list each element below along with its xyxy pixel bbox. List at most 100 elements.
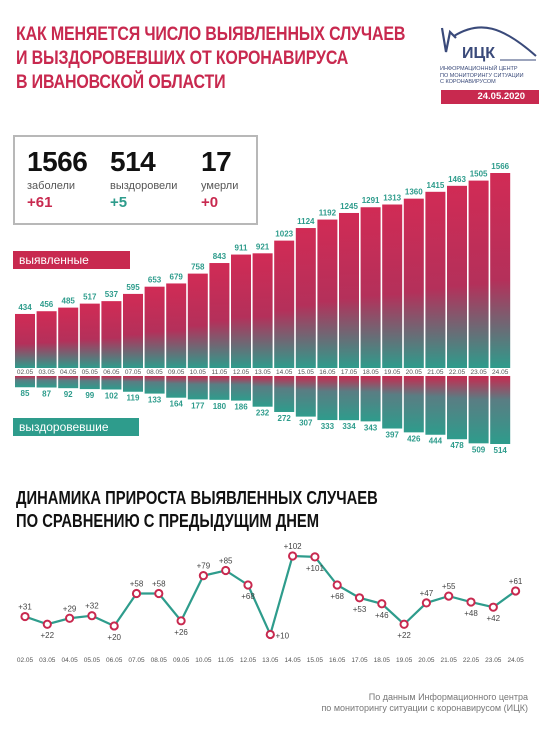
recovered-bar — [187, 376, 208, 400]
recovered-bar — [403, 376, 424, 433]
detected-bar — [317, 219, 338, 368]
detected-bar — [101, 301, 122, 368]
growth-point — [243, 580, 253, 590]
recovered-value-label: 186 — [234, 403, 248, 412]
date-tick-label: 23.05 — [470, 369, 487, 376]
footer-source: По данным Информационного центра по мони… — [321, 692, 528, 714]
recovered-bar — [123, 376, 143, 392]
stat-deaths-delta: +0 — [201, 194, 219, 211]
growth-value-label: +68 — [330, 592, 344, 601]
detected-bar — [382, 204, 403, 368]
detected-bar — [295, 228, 316, 368]
date-tick-label: 15.05 — [298, 369, 315, 376]
detected-bar — [123, 293, 143, 368]
detected-value-label: 1415 — [427, 181, 445, 190]
detected-bar — [490, 173, 511, 368]
logo-sub-line: по мониторингу ситуации — [440, 72, 524, 79]
logo-text: ИЦК — [462, 45, 495, 62]
footer-line-2: по мониторингу ситуации с коронавирусом … — [321, 703, 528, 713]
recovered-bar — [447, 376, 467, 440]
date-tick-label: 21.05 — [427, 369, 444, 376]
logo-graphic: ИЦК — [440, 26, 537, 62]
date-tick-label: 19.05 — [384, 369, 401, 376]
detected-value-label: 517 — [83, 293, 97, 302]
recovered-bar — [58, 376, 79, 389]
detected-value-label: 1360 — [405, 188, 423, 197]
growth-line — [24, 554, 517, 638]
line-date-tick-label: 23.05 — [485, 657, 502, 664]
growth-point — [65, 613, 75, 623]
growth-point — [354, 593, 365, 603]
detected-bars: 434 02.05 456 03.05 485 04.05 517 05.05 537 06.05… — [15, 162, 512, 376]
stat-recovered-delta: +5 — [110, 194, 128, 211]
recovered-bar — [274, 376, 295, 412]
recovered-series-label: выздоровевшие — [13, 418, 139, 436]
date-tick-label: 05.05 — [82, 369, 99, 376]
line-chart-title-line-2: по сравнению с предыдущим днем — [16, 511, 320, 531]
growth-point — [488, 602, 498, 612]
detected-value-label: 1313 — [383, 194, 401, 203]
axis-band — [15, 368, 512, 374]
growth-point — [87, 611, 97, 621]
growth-value-label: +48 — [464, 609, 478, 618]
line-date-tick-label: 13.05 — [262, 657, 279, 664]
detected-bar — [58, 307, 79, 368]
date-tick-label: 14.05 — [276, 369, 293, 376]
detected-value-label: 537 — [105, 290, 119, 299]
growth-line-chart: +31 02.05 +22 03.05 +29 04.05 +32 05.05 +20 06.05… — [17, 542, 524, 664]
growth-point — [176, 616, 186, 626]
detected-bar — [231, 254, 251, 368]
date-badge: 24.05.2020 — [441, 90, 539, 104]
detected-bar — [468, 180, 489, 368]
growth-value-label: +101 — [306, 564, 325, 573]
growth-value-label: +10 — [276, 631, 290, 640]
growth-point — [154, 588, 164, 599]
recovered-bar — [425, 376, 446, 435]
line-date-tick-label: 20.05 — [418, 657, 435, 664]
growth-value-label: +61 — [509, 577, 523, 586]
stat-infected-label: заболели — [27, 180, 76, 192]
growth-point — [466, 597, 476, 607]
recovered-value-label: 397 — [386, 431, 400, 440]
growth-value-label: +22 — [41, 631, 55, 640]
growth-point — [377, 599, 387, 609]
line-date-tick-label: 03.05 — [39, 657, 56, 664]
date-tick-label: 06.05 — [103, 369, 120, 376]
date-tick-label: 22.05 — [449, 369, 466, 376]
recovered-value-label: 426 — [407, 434, 421, 443]
recovered-bar — [339, 376, 359, 421]
line-chart-title: Динамика прироста выявленных случаев по … — [16, 487, 378, 533]
detected-value-label: 1245 — [340, 202, 358, 211]
date-tick-label: 03.05 — [38, 369, 55, 376]
growth-value-label: +26 — [174, 628, 188, 637]
growth-value-label: +47 — [420, 589, 434, 598]
recovered-value-label: 180 — [213, 402, 227, 411]
stat-recovered-value: 514 — [110, 146, 156, 177]
detected-bar — [339, 212, 359, 368]
detected-value-label: 843 — [213, 252, 227, 261]
stat-infected-delta: +61 — [27, 194, 53, 211]
detected-bar — [15, 313, 35, 368]
recovered-bar — [490, 376, 511, 444]
recovered-bar — [317, 376, 338, 421]
growth-value-label: +32 — [85, 602, 99, 611]
growth-point — [221, 565, 231, 576]
recovered-bar — [382, 376, 403, 429]
detected-value-label: 1463 — [448, 175, 466, 184]
detected-value-label: 679 — [170, 272, 184, 281]
footer-line-1: По данным Информационного центра — [368, 692, 528, 702]
recovered-bar — [360, 376, 381, 422]
recovered-bar — [101, 376, 122, 390]
recovered-value-label: 478 — [450, 441, 464, 450]
logo: ИЦК Информационный центр по мониторингу … — [440, 22, 540, 86]
growth-point — [444, 591, 454, 601]
detected-bar — [166, 283, 187, 368]
recovered-value-label: 119 — [127, 394, 140, 403]
growth-point — [510, 586, 521, 596]
line-date-tick-label: 09.05 — [173, 657, 190, 664]
recovered-value-label: 509 — [472, 445, 486, 454]
detected-value-label: 485 — [62, 297, 76, 306]
recovered-value-label: 164 — [170, 400, 184, 409]
detected-bar — [403, 198, 424, 368]
detected-bar — [187, 273, 208, 368]
